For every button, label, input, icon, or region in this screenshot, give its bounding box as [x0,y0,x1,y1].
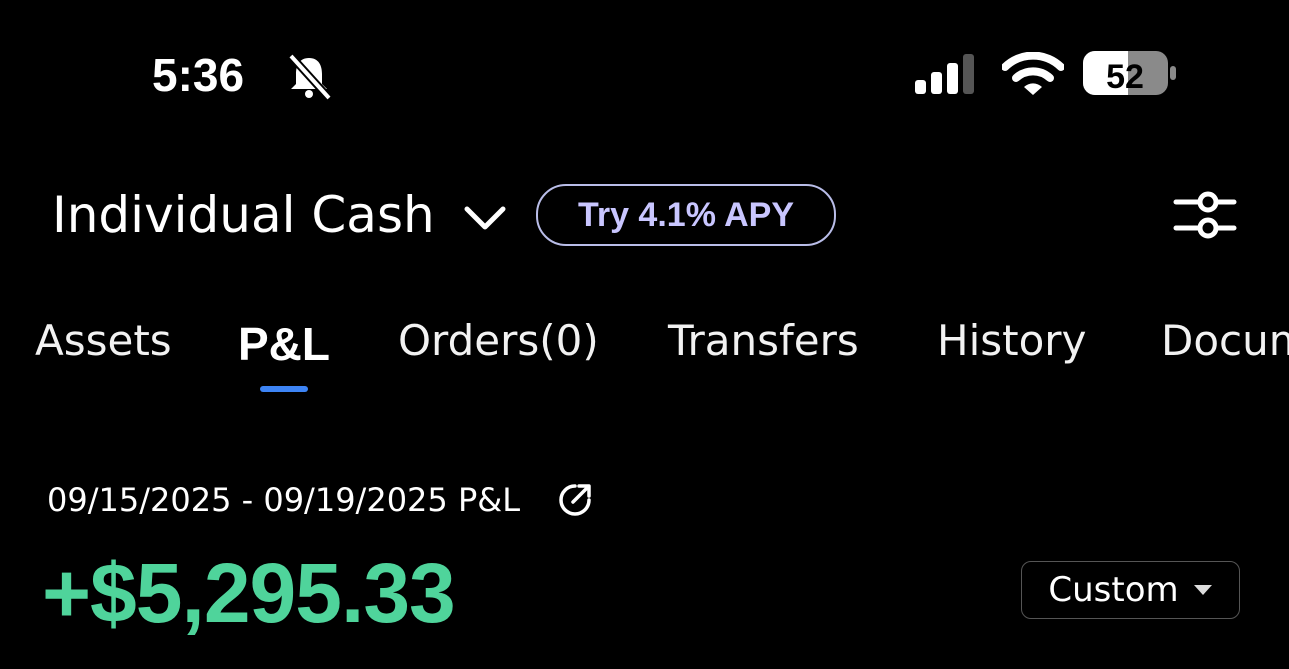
wifi-icon [1002,52,1064,95]
tab[interactable]: P&L [238,318,330,370]
pnl-amount: +$5,295.33 [42,546,456,640]
range-label: Custom [1048,570,1179,610]
silent-icon [288,53,332,100]
apy-promo[interactable]: Try 4.1% APY [536,184,836,246]
tab[interactable]: Orders(0) [398,316,599,365]
range-caret [1193,585,1212,595]
signal-icon [915,54,974,94]
tab-indicator [260,386,308,392]
account-chevron[interactable] [462,202,508,234]
pnl-period: 09/15/2025 - 09/19/2025 P&L [47,481,521,519]
status-time: 5:36 [152,49,245,101]
account-name[interactable]: Individual Cash [52,186,435,244]
range-button[interactable]: Custom [1021,561,1240,619]
tab[interactable]: Documents [1161,316,1289,365]
battery-icon: 52 [1083,51,1176,96]
share-icon[interactable] [557,482,593,518]
battery-level: 52 [1106,58,1144,96]
tab[interactable]: Transfers [668,316,859,365]
settings-icon[interactable] [1172,188,1238,244]
tab[interactable]: Assets [35,316,172,365]
tab[interactable]: History [937,316,1087,365]
